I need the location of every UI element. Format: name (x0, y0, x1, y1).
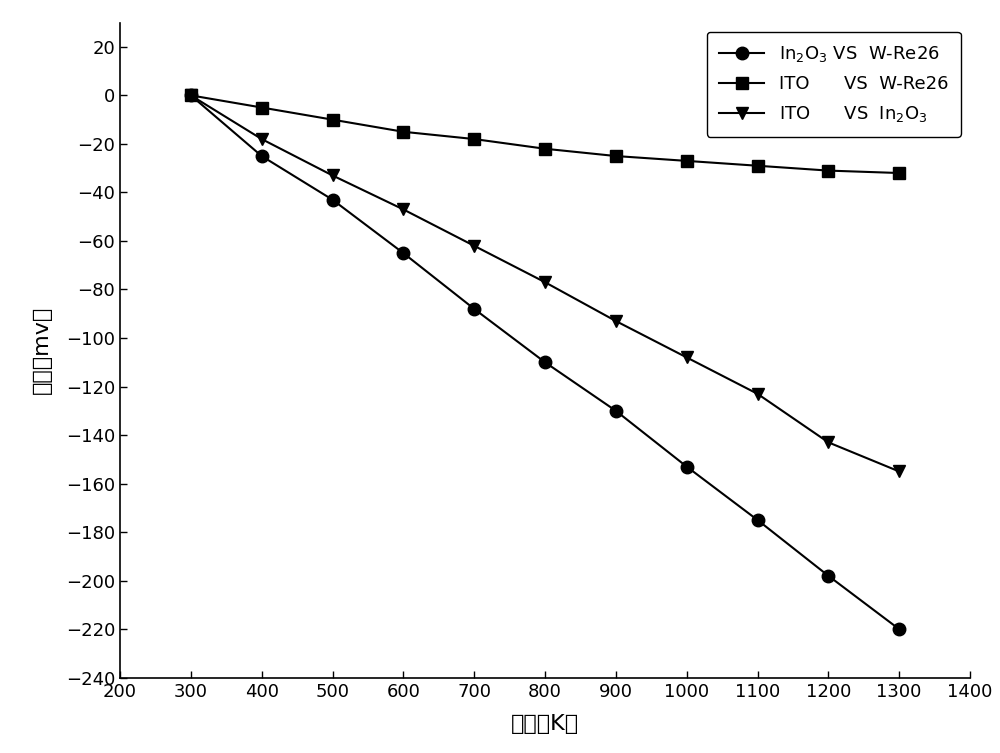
Legend: $\mathrm{In_2O_3}$ VS  W-Re26, ITO      VS  W-Re26, ITO      VS  $\mathrm{In_2O_: $\mathrm{In_2O_3}$ VS W-Re26, ITO VS W-R… (707, 32, 961, 136)
X-axis label: 温度（K）: 温度（K） (511, 715, 579, 734)
Y-axis label: 电压（mv）: 电压（mv） (32, 306, 52, 395)
